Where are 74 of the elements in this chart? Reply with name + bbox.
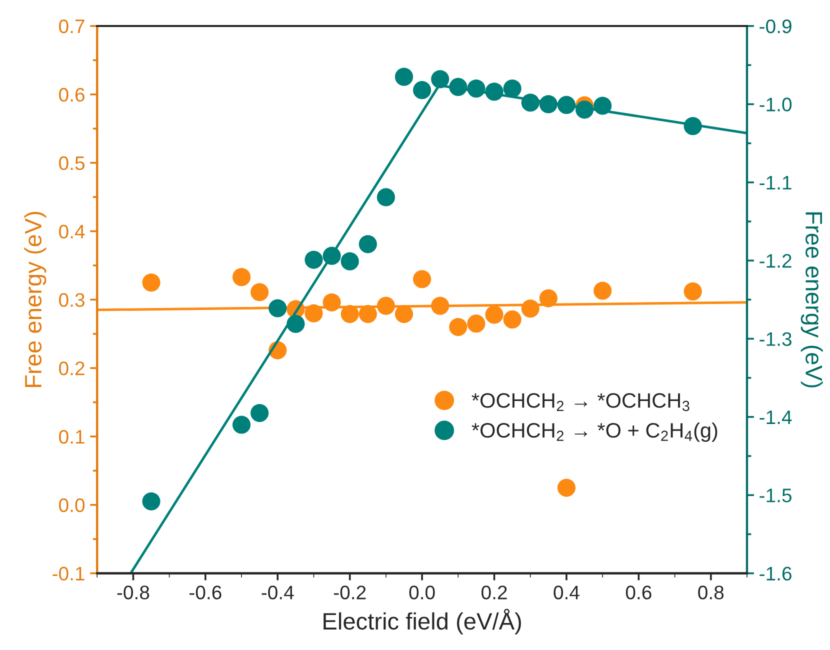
y2-tick-label: -1.5	[760, 488, 792, 502]
y-tick-label: -0.1	[52, 566, 84, 581]
point	[304, 250, 323, 269]
x-tick-label: -0.2	[334, 586, 366, 600]
point	[322, 293, 341, 312]
point	[232, 268, 251, 286]
x-tick-label: 0.0	[409, 586, 435, 600]
point	[250, 404, 269, 422]
point	[413, 270, 432, 288]
point	[358, 304, 377, 324]
point	[232, 416, 251, 434]
x-axis-title: Electric field (eV/Å)	[324, 608, 521, 634]
point	[485, 306, 504, 324]
point	[684, 117, 702, 136]
point	[304, 304, 323, 322]
y2-tick-label: -0.9	[760, 19, 792, 34]
x-tick-label: -0.8	[117, 586, 150, 600]
point	[394, 68, 414, 86]
point	[340, 304, 359, 324]
y2-tick-label: -1.1	[760, 176, 792, 190]
point	[322, 246, 341, 265]
point	[376, 296, 396, 315]
point	[575, 100, 594, 119]
y2-axis-title: Free energy (eV)	[800, 212, 823, 388]
point	[539, 289, 558, 308]
y-tick-label: 0.4	[59, 224, 85, 238]
y2-tick-label: -1.4	[760, 410, 792, 424]
point	[485, 82, 504, 101]
point	[521, 299, 540, 318]
y-axis-title: Free energy (eV)	[24, 212, 46, 387]
y2-tick-label: -1.6	[760, 566, 792, 581]
point	[539, 95, 558, 114]
point	[142, 492, 160, 510]
point	[449, 318, 468, 336]
x-tick-label: -0.4	[262, 586, 294, 600]
point	[521, 94, 540, 112]
y-tick-label: 0.6	[59, 88, 84, 102]
point	[503, 310, 522, 329]
point	[250, 283, 269, 302]
point	[142, 273, 160, 292]
y2-tick-label: -1.3	[760, 332, 792, 346]
point	[684, 282, 702, 300]
point	[557, 96, 576, 114]
y-tick-label: 0.5	[59, 156, 84, 170]
point	[467, 79, 486, 98]
x-tick-label: -0.6	[190, 586, 222, 600]
point	[340, 252, 359, 270]
point	[286, 314, 305, 333]
legend-label: *OCHCH$_{2}$ → *O + C$_{2}$H$_{4}$(g)	[472, 422, 718, 442]
y2-tick-label: -1.2	[760, 254, 792, 268]
y2-tick-label: -1.0	[760, 98, 792, 112]
y-tick-label: 0.1	[59, 430, 84, 444]
x-tick-label: 0.8	[698, 586, 724, 600]
x-tick-label: 0.4	[554, 586, 580, 600]
point	[594, 96, 612, 115]
y-tick-label: 0.7	[59, 19, 84, 34]
y-tick-label: 0.3	[59, 293, 84, 307]
point	[394, 304, 414, 324]
point	[467, 314, 486, 333]
point	[449, 78, 468, 96]
x-tick-label: 0.6	[626, 586, 652, 600]
point	[413, 81, 432, 100]
legend-label: *OCHCH$_{2}$ → *OCHCH$_{3}$	[472, 393, 690, 412]
y-tick-label: 0.2	[59, 362, 84, 376]
y-tick-label: 0.0	[59, 498, 85, 512]
point	[503, 79, 522, 98]
point	[376, 188, 396, 206]
point	[557, 478, 576, 497]
point	[431, 70, 450, 88]
point	[268, 299, 287, 318]
x-tick-label: 0.2	[482, 586, 507, 600]
point	[431, 296, 450, 315]
point	[594, 282, 612, 300]
point	[358, 235, 377, 254]
